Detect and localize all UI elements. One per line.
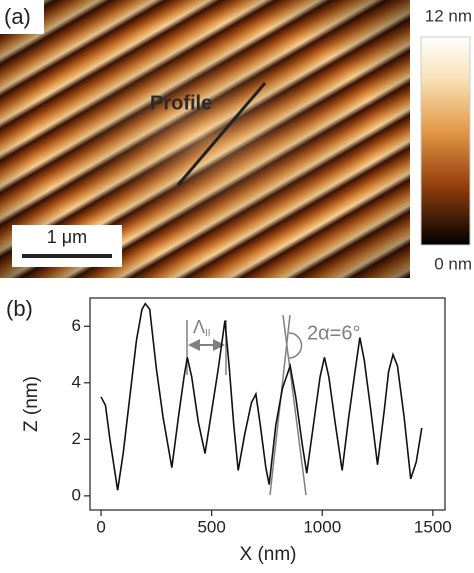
- angle-line: [282, 314, 307, 496]
- angle-annotation: 2α=6°: [307, 322, 361, 344]
- scale-bar-box: [12, 225, 122, 267]
- profile-line: [100, 302, 423, 491]
- x-axis-label: X (nm): [240, 544, 297, 565]
- angle-arc: [288, 332, 303, 359]
- x-tick-label: 1000: [303, 517, 341, 536]
- plot-frame: [89, 297, 446, 511]
- colorbar: [420, 36, 471, 246]
- y-tick-label: 4: [72, 372, 81, 391]
- colorbar-max: 12 nm: [425, 6, 472, 25]
- y-axis-label: Z (nm): [21, 376, 42, 432]
- panel-label: (b): [6, 296, 33, 321]
- y-tick-label: 0: [72, 485, 81, 504]
- period-symbol: Λ: [193, 317, 205, 337]
- y-tick-label: 6: [72, 316, 81, 335]
- x-tick-label: 1500: [414, 517, 452, 536]
- panel-label: (a): [4, 4, 31, 29]
- colorbar-min: 0 nm: [434, 254, 472, 273]
- label-box: [0, 0, 44, 34]
- period-annotation: ΛII: [193, 317, 211, 339]
- x-tick-label: 500: [197, 517, 225, 536]
- y-tick-label: 2: [72, 429, 81, 448]
- x-tick-label: 0: [96, 517, 105, 536]
- scale-bar-label: 1 μm: [47, 227, 87, 247]
- profile-line: [176, 82, 267, 186]
- profile-label: Profile: [150, 92, 212, 114]
- period-subscript: II: [205, 328, 211, 339]
